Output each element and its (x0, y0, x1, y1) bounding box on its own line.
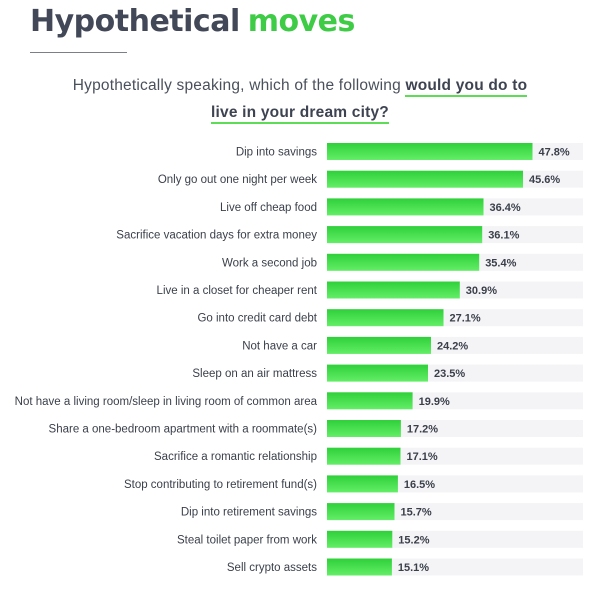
bar (327, 420, 401, 437)
category-label: Dip into savings (236, 147, 317, 159)
data-label: 30.9% (466, 285, 497, 297)
data-label: 19.9% (419, 396, 450, 408)
bar (327, 309, 444, 327)
data-label: 47.8% (539, 147, 570, 159)
bars-group: Dip into savings 47.8% Only go out one nig… (15, 143, 583, 576)
bar (327, 503, 395, 521)
category-label: Not have a living room/sleep in living r… (15, 396, 318, 408)
bar (327, 336, 431, 354)
title-word-hypothetical: Hypothetical (30, 4, 240, 39)
data-label: 17.2% (407, 424, 438, 436)
title-word-moves: moves (247, 4, 356, 39)
data-label: 36.1% (488, 230, 519, 242)
data-label: 16.5% (404, 479, 435, 491)
bar (327, 281, 460, 299)
bar (327, 475, 398, 493)
category-label: Go into credit card debt (197, 313, 317, 325)
data-label: 15.2% (398, 534, 429, 546)
subtitle-emphasis-2: live in your dream city? (211, 104, 389, 124)
subtitle-line-1: Hypothetically speaking, which of the fo… (30, 74, 570, 98)
bar (327, 364, 428, 382)
category-label: Sacrifice vacation days for extra money (116, 230, 317, 242)
data-label: 45.6% (529, 174, 560, 186)
bar (327, 447, 401, 465)
data-label: 17.1% (407, 451, 438, 463)
category-label: Not have a car (242, 340, 317, 352)
bar (327, 198, 484, 216)
bar (327, 530, 393, 548)
category-label: Sell crypto assets (227, 562, 317, 574)
category-label: Work a second job (222, 257, 317, 269)
bar (327, 143, 533, 160)
bar (327, 253, 480, 271)
category-label: Only go out one night per week (158, 174, 317, 186)
data-label: 24.2% (437, 340, 468, 352)
category-label: Stop contributing to retirement fund(s) (124, 479, 317, 491)
data-label: 35.4% (485, 257, 516, 269)
data-label: 36.4% (490, 202, 521, 214)
bar (327, 170, 523, 188)
bar (327, 392, 413, 410)
data-label: 27.1% (450, 313, 481, 325)
bar (327, 558, 392, 576)
category-label: Sleep on an air mattress (192, 368, 317, 380)
category-label: Sacrifice a romantic relationship (154, 451, 317, 463)
chart-title: Hypothetical moves (30, 2, 355, 42)
bar (327, 226, 483, 244)
category-label: Dip into retirement savings (181, 507, 317, 519)
subtitle-plain-text: Hypothetically speaking, which of the fo… (72, 77, 401, 94)
category-label: Share a one-bedroom apartment with a roo… (49, 424, 318, 436)
title-underline (30, 52, 127, 53)
category-label: Steal toilet paper from work (177, 534, 317, 546)
chart-subtitle: Hypothetically speaking, which of the fo… (30, 74, 570, 125)
data-label: 23.5% (434, 368, 465, 380)
category-label: Live in a closet for cheaper rent (157, 285, 318, 297)
subtitle-emphasis-1: would you do to (405, 77, 528, 97)
data-label: 15.1% (398, 562, 429, 574)
data-label: 15.7% (401, 507, 432, 519)
subtitle-line-2: live in your dream city? (30, 101, 570, 125)
category-label: Live off cheap food (220, 202, 317, 214)
